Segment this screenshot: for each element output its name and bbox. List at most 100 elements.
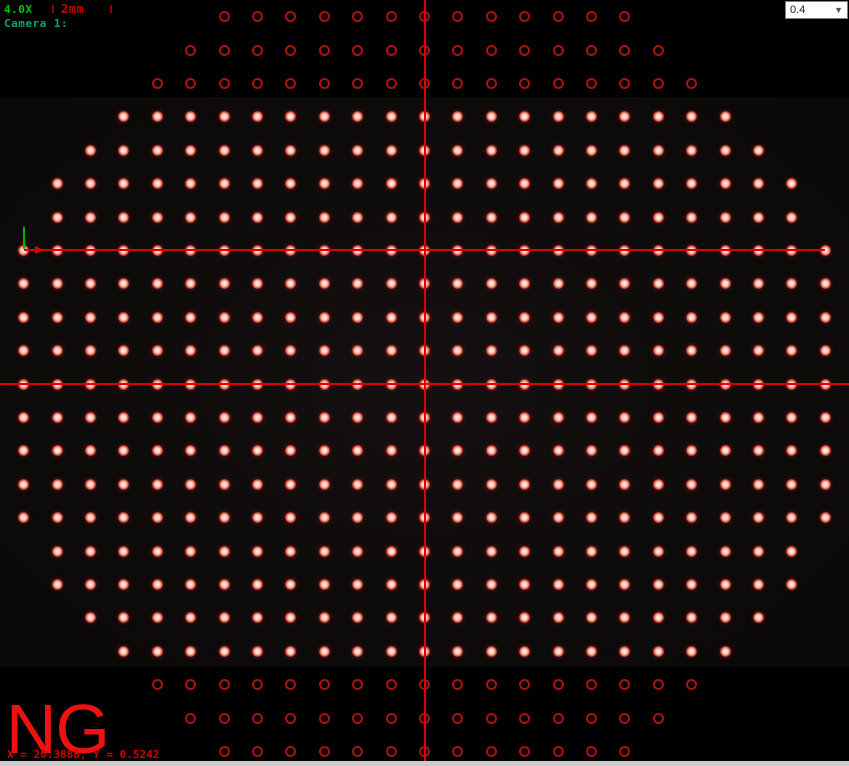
- calibration-dot: [652, 545, 664, 557]
- calibration-dot: [151, 545, 163, 557]
- calibration-dot: [352, 612, 364, 624]
- calibration-dot: [218, 745, 230, 757]
- calibration-dot: [185, 411, 197, 423]
- calibration-dot: [218, 445, 230, 457]
- calibration-dot: [85, 311, 96, 323]
- calibration-dot: [385, 44, 397, 56]
- calibration-dot: [252, 512, 263, 524]
- calibration-dot: [586, 512, 597, 524]
- calibration-dot: [753, 278, 764, 290]
- calibration-dot: [252, 44, 263, 56]
- calibration-dot: [318, 111, 330, 123]
- calibration-dot: [218, 77, 230, 89]
- calibration-dot: [452, 612, 464, 624]
- calibration-dot: [252, 411, 263, 423]
- calibration-dot: [485, 512, 497, 524]
- calibration-dot: [652, 211, 664, 223]
- calibration-dot: [151, 411, 163, 423]
- calibration-dot: [285, 178, 297, 190]
- calibration-dot: [285, 77, 297, 89]
- calibration-dot: [218, 545, 230, 557]
- calibration-dot: [652, 512, 664, 524]
- calibration-dot: [552, 645, 564, 657]
- calibration-dot: [786, 278, 798, 290]
- calibration-dot: [519, 679, 531, 691]
- calibration-dot: [719, 345, 731, 357]
- calibration-dot: [252, 545, 263, 557]
- calibration-dot: [485, 11, 497, 23]
- calibration-dot: [586, 712, 597, 724]
- calibration-dot: [586, 612, 597, 624]
- calibration-dot: [485, 578, 497, 590]
- calibration-dot: [252, 445, 263, 457]
- calibration-dot: [252, 612, 263, 624]
- calibration-dot: [385, 445, 397, 457]
- calibration-dot: [252, 211, 263, 223]
- calibration-dot: [719, 111, 731, 123]
- calibration-dot: [185, 478, 197, 490]
- calibration-dot: [485, 478, 497, 490]
- calibration-dot: [252, 578, 263, 590]
- calibration-dot: [485, 144, 497, 156]
- calibration-dot: [485, 345, 497, 357]
- calibration-dot: [185, 311, 197, 323]
- calibration-dot: [218, 345, 230, 357]
- calibration-dot: [218, 178, 230, 190]
- calibration-dot: [352, 411, 364, 423]
- calibration-dot: [619, 345, 631, 357]
- calibration-dot: [719, 445, 731, 457]
- lens-selector-dropdown[interactable]: 0.4 ▼: [785, 1, 848, 19]
- calibration-dot: [352, 512, 364, 524]
- calibration-dot: [819, 512, 831, 524]
- calibration-dot: [51, 345, 63, 357]
- calibration-dot: [352, 278, 364, 290]
- calibration-dot: [686, 578, 698, 590]
- calibration-dot: [519, 278, 531, 290]
- calibration-dot: [385, 478, 397, 490]
- calibration-dot: [285, 612, 297, 624]
- calibration-dot: [619, 612, 631, 624]
- calibration-dot: [586, 445, 597, 457]
- calibration-dot: [218, 278, 230, 290]
- calibration-dot: [85, 578, 96, 590]
- calibration-dot: [586, 345, 597, 357]
- calibration-dot: [619, 712, 631, 724]
- calibration-dot: [786, 445, 798, 457]
- calibration-dot: [285, 645, 297, 657]
- calibration-dot: [452, 578, 464, 590]
- cursor-coordinates-readout: X = 20.3888, Y = 0.5242: [7, 748, 160, 761]
- calibration-dot: [686, 144, 698, 156]
- calibration-dot: [452, 645, 464, 657]
- calibration-dot: [586, 578, 597, 590]
- calibration-dot: [185, 645, 197, 657]
- calibration-dot: [185, 44, 197, 56]
- calibration-dot: [218, 679, 230, 691]
- calibration-dot: [519, 612, 531, 624]
- calibration-dot: [552, 144, 564, 156]
- calibration-dot: [652, 578, 664, 590]
- calibration-dot: [686, 77, 698, 89]
- calibration-dot: [352, 745, 364, 757]
- scale-tick-icon: [110, 5, 112, 13]
- calibration-dot: [686, 411, 698, 423]
- calibration-dot: [519, 111, 531, 123]
- calibration-dot: [552, 745, 564, 757]
- calibration-dot: [318, 445, 330, 457]
- calibration-dot: [352, 478, 364, 490]
- calibration-dot: [519, 178, 531, 190]
- calibration-dot: [686, 345, 698, 357]
- calibration-dot: [586, 144, 597, 156]
- calibration-dot: [352, 345, 364, 357]
- calibration-dot: [485, 211, 497, 223]
- calibration-dot: [385, 111, 397, 123]
- calibration-dot: [285, 478, 297, 490]
- calibration-dot: [118, 345, 130, 357]
- calibration-dot: [786, 345, 798, 357]
- calibration-dot: [118, 578, 130, 590]
- calibration-dot: [51, 512, 63, 524]
- calibration-dot: [185, 712, 197, 724]
- calibration-dot: [285, 311, 297, 323]
- y-axis-marker: [22, 227, 25, 250]
- calibration-dot: [185, 512, 197, 524]
